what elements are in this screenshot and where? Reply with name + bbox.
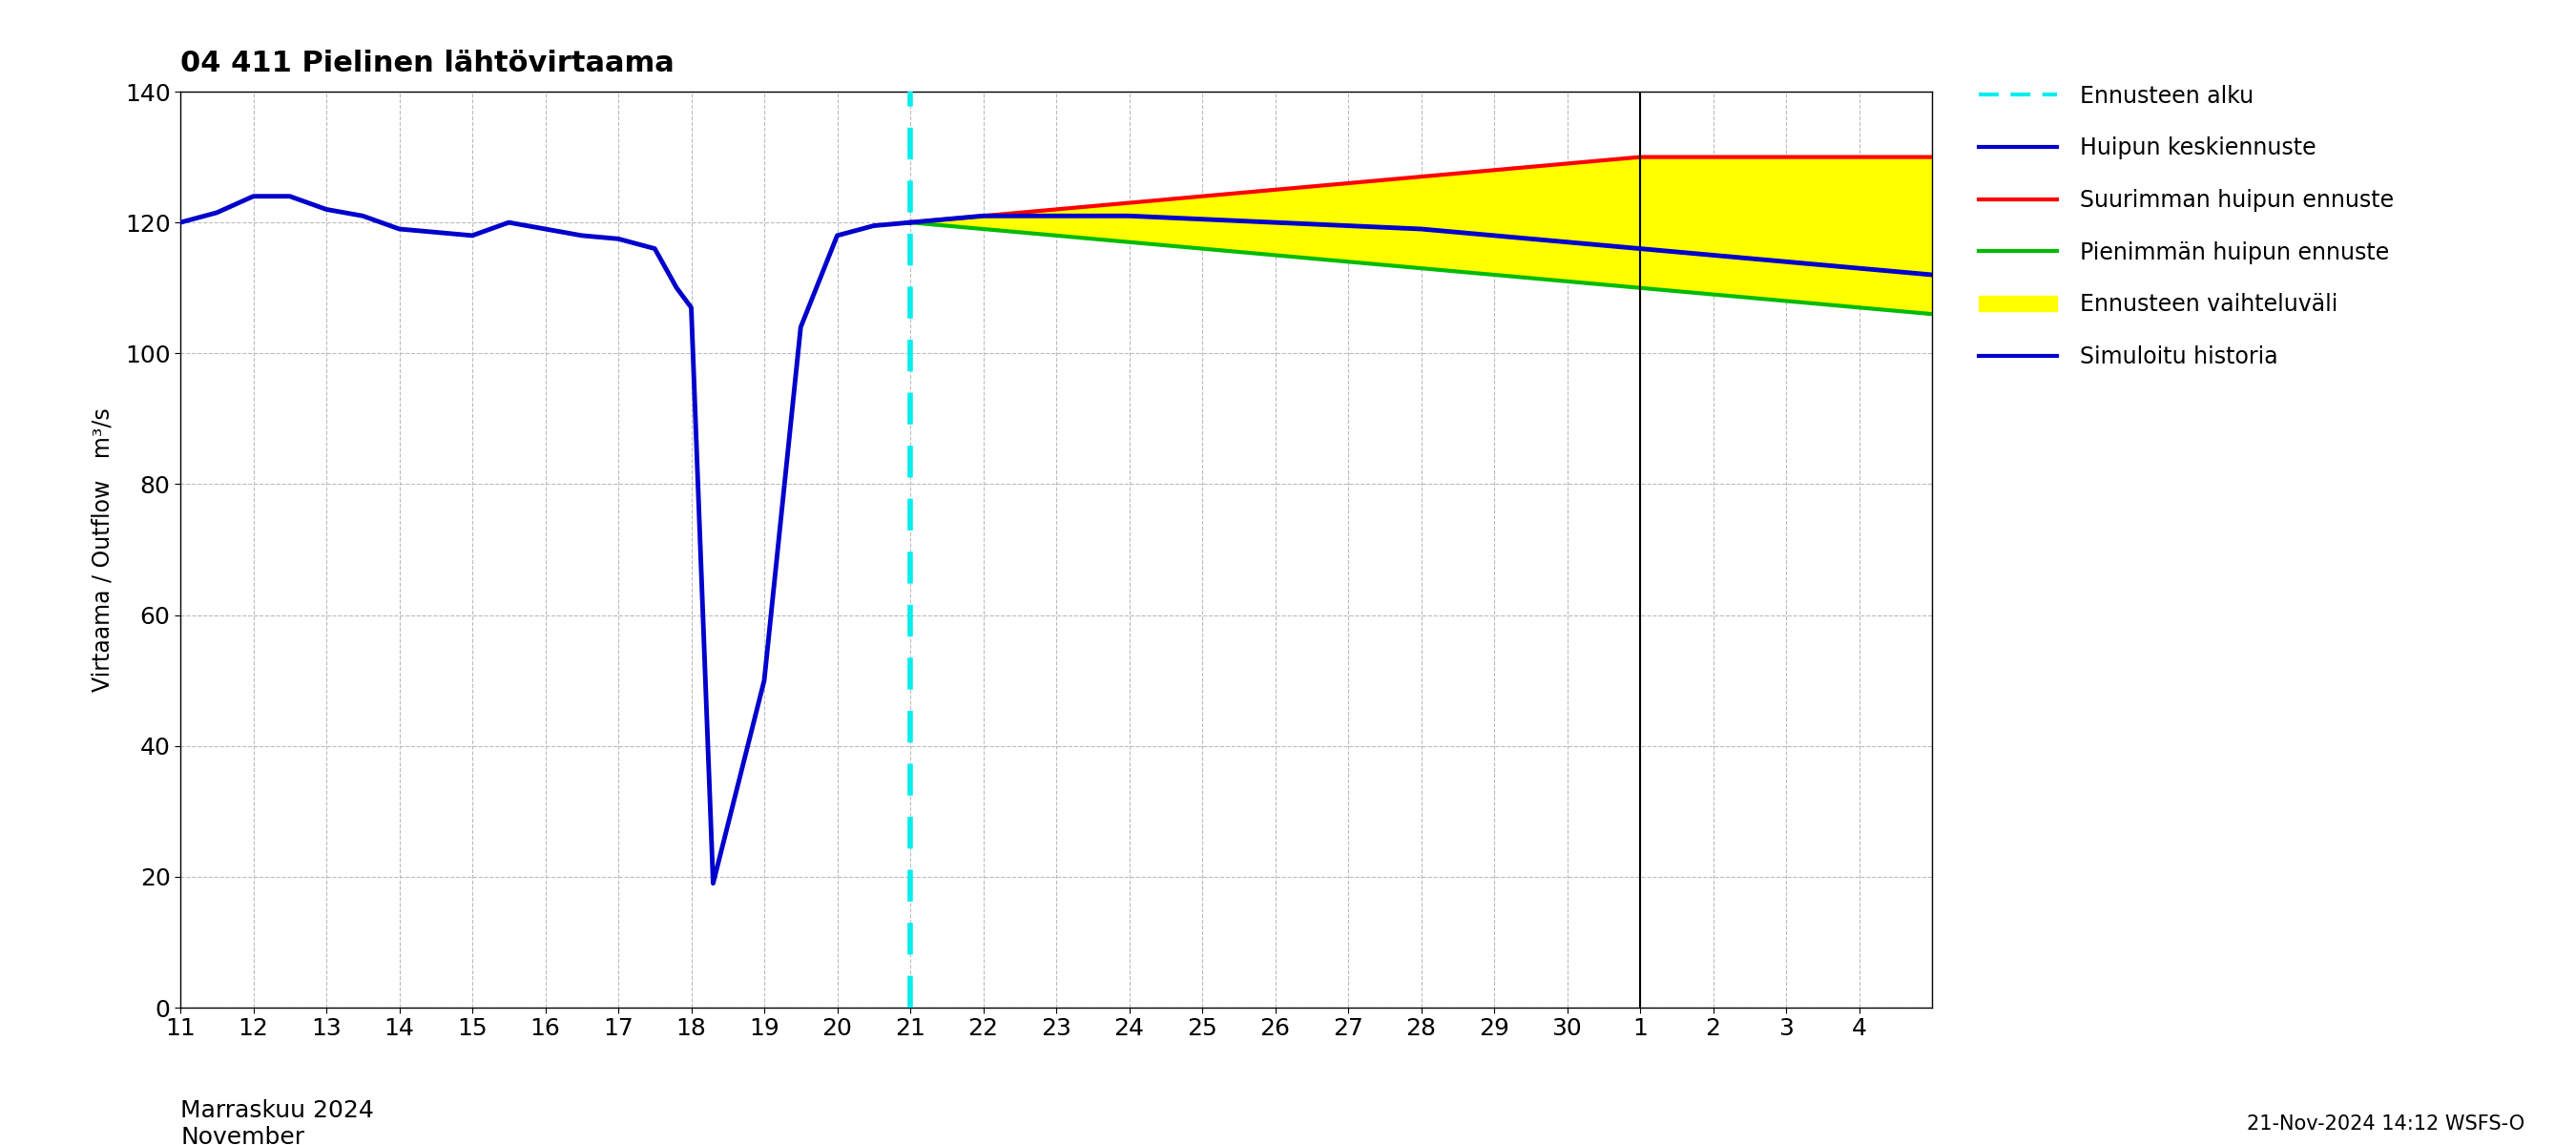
- Text: 04 411 Pielinen lähtövirtaama: 04 411 Pielinen lähtövirtaama: [180, 49, 675, 78]
- Text: Marraskuu 2024
November: Marraskuu 2024 November: [180, 1099, 374, 1145]
- Y-axis label: Virtaama / Outflow   m³/s: Virtaama / Outflow m³/s: [90, 408, 113, 692]
- Legend: Ennusteen alku, Huipun keskiennuste, Suurimman huipun ennuste, Pienimmän huipun : Ennusteen alku, Huipun keskiennuste, Suu…: [1978, 85, 2393, 369]
- Text: 21-Nov-2024 14:12 WSFS-O: 21-Nov-2024 14:12 WSFS-O: [2246, 1114, 2524, 1134]
